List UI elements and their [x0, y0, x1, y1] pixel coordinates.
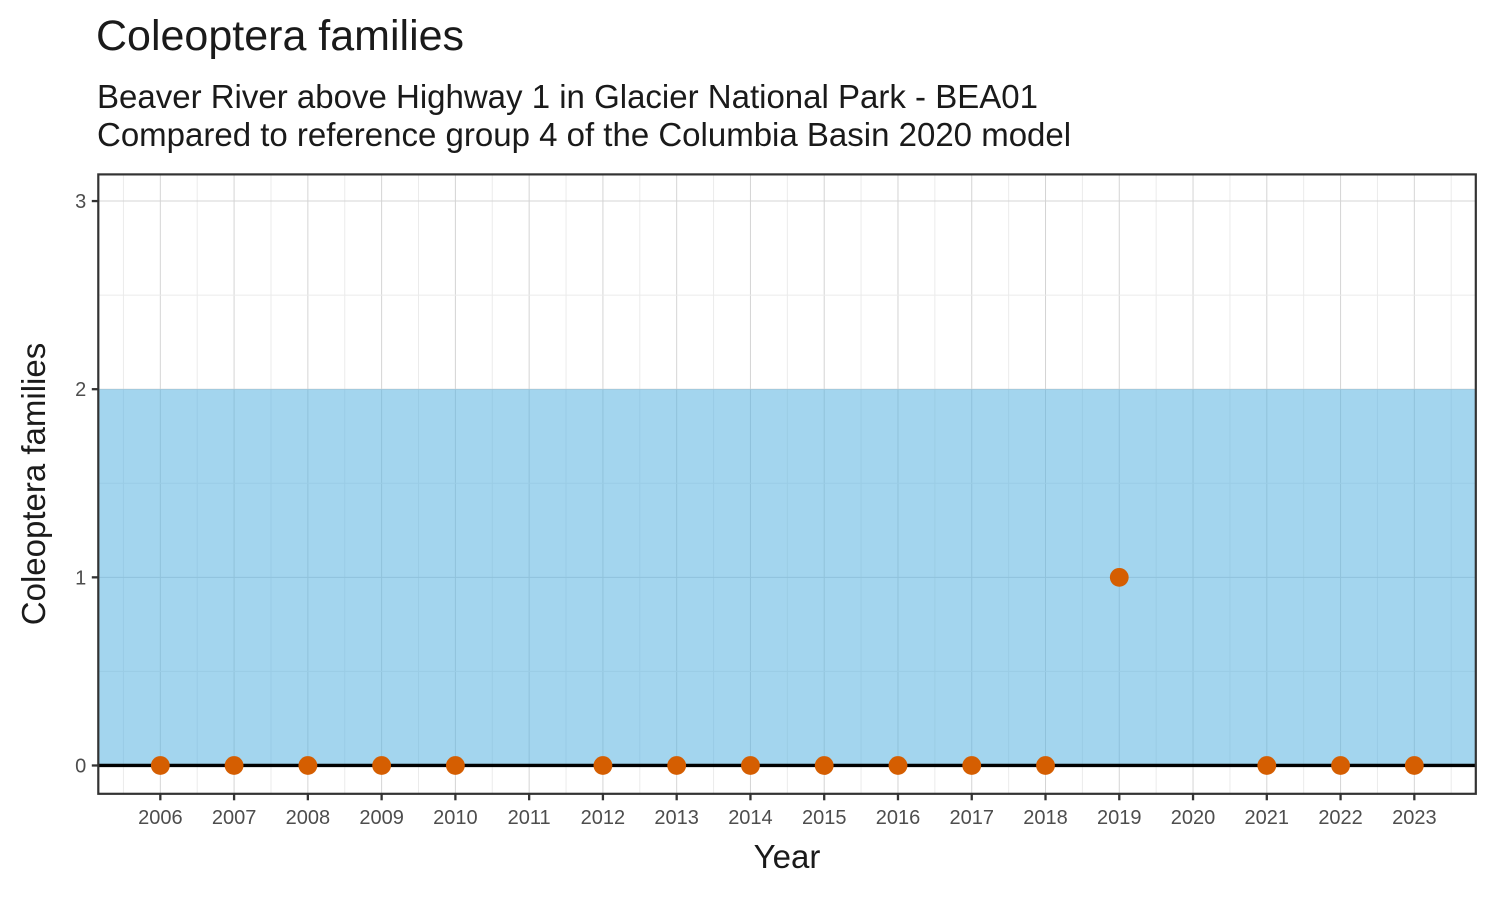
svg-text:2009: 2009: [359, 807, 404, 829]
svg-text:2012: 2012: [581, 807, 626, 829]
svg-text:2020: 2020: [1171, 807, 1216, 829]
svg-text:2022: 2022: [1318, 807, 1363, 829]
svg-text:1: 1: [75, 567, 86, 589]
svg-text:2013: 2013: [654, 807, 699, 829]
svg-text:2021: 2021: [1245, 807, 1290, 829]
svg-text:2016: 2016: [876, 807, 921, 829]
svg-text:2006: 2006: [138, 807, 183, 829]
svg-text:2019: 2019: [1097, 807, 1142, 829]
svg-text:2023: 2023: [1392, 807, 1437, 829]
svg-text:2014: 2014: [728, 807, 773, 829]
svg-text:2007: 2007: [212, 807, 257, 829]
svg-text:2015: 2015: [802, 807, 847, 829]
svg-text:2018: 2018: [1023, 807, 1068, 829]
svg-text:2011: 2011: [508, 807, 551, 829]
svg-text:2010: 2010: [433, 807, 478, 829]
svg-text:3: 3: [75, 191, 86, 213]
svg-text:0: 0: [75, 755, 86, 777]
svg-text:2008: 2008: [286, 807, 331, 829]
svg-text:2017: 2017: [949, 807, 994, 829]
svg-text:2: 2: [75, 379, 86, 401]
